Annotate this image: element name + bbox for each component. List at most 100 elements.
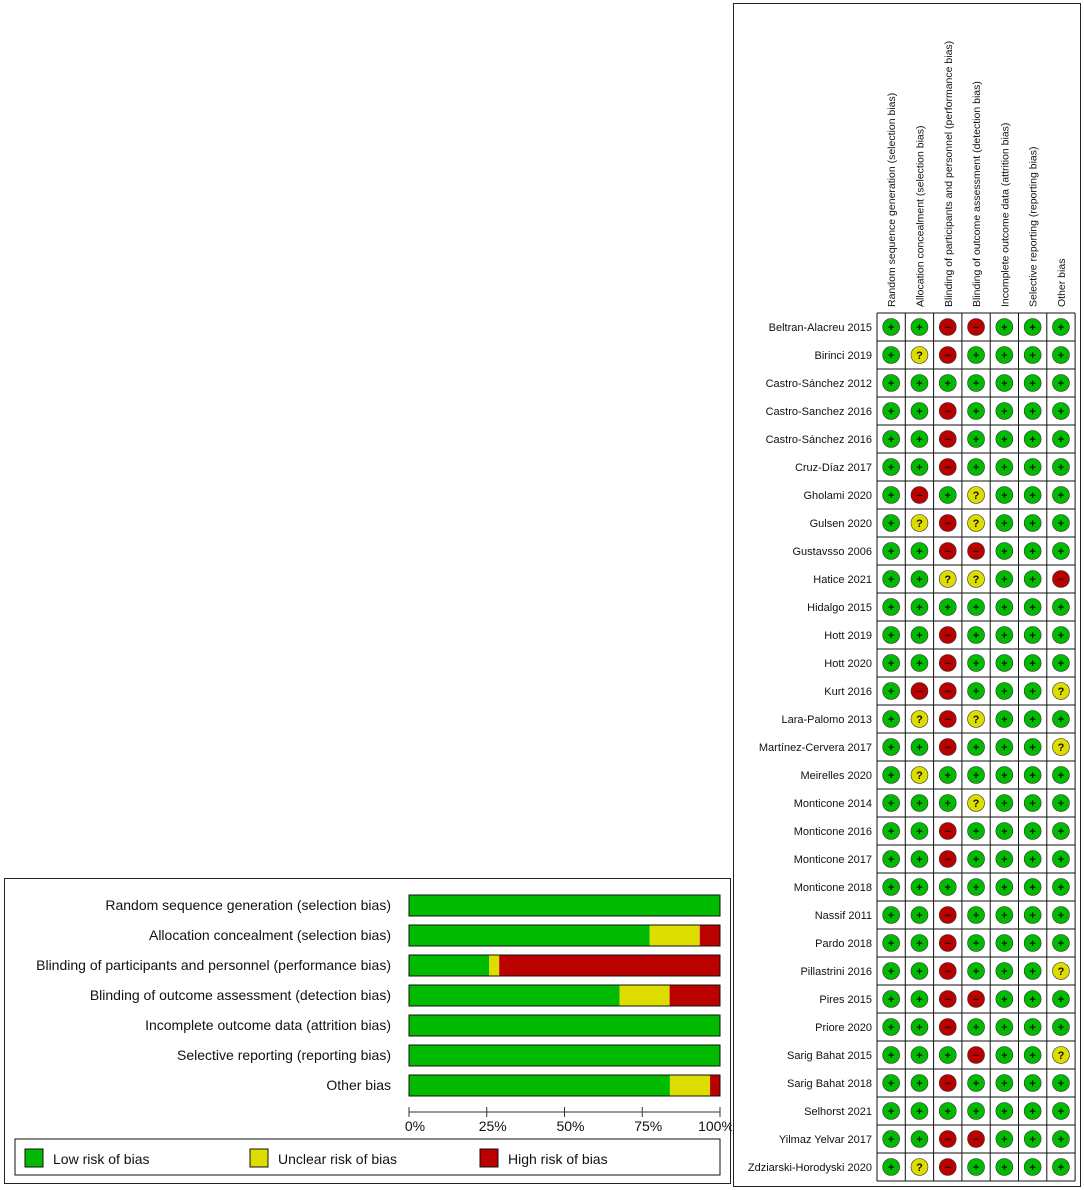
rating-dot — [938, 1074, 957, 1092]
rating-dot — [1052, 514, 1070, 532]
rating-symbol: − — [973, 1050, 979, 1062]
rating-symbol: + — [1058, 910, 1064, 922]
rating-dot — [910, 794, 929, 812]
bar-segment — [409, 1015, 720, 1036]
rating-dot — [882, 822, 900, 840]
rating-symbol: + — [1001, 770, 1007, 782]
rating-symbol: − — [945, 714, 951, 726]
rating-dot — [910, 626, 929, 644]
rating-dot — [995, 822, 1014, 840]
study-label: Monticone 2018 — [794, 882, 872, 894]
rating-symbol: + — [1058, 378, 1064, 390]
rating-dot — [967, 542, 985, 560]
study-label: Sarig Bahat 2018 — [787, 1078, 872, 1090]
rating-dot — [910, 682, 929, 700]
rating-dot — [995, 934, 1014, 952]
legend-label: Unclear risk of bias — [278, 1151, 397, 1167]
rating-symbol: + — [1001, 350, 1007, 362]
rating-dot — [967, 710, 985, 728]
rating-dot — [1023, 1074, 1042, 1092]
x-tick-label: 0% — [405, 1118, 425, 1134]
rating-dot — [1023, 906, 1042, 924]
rating-dot — [882, 1046, 900, 1064]
rating-symbol: ? — [1058, 742, 1065, 754]
rating-symbol: + — [973, 462, 979, 474]
rating-dot — [938, 598, 957, 616]
rating-symbol: − — [945, 966, 951, 978]
category-label: Selective reporting (reporting bias) — [177, 1047, 391, 1063]
rating-symbol: + — [1001, 1022, 1007, 1034]
rating-symbol: − — [945, 546, 951, 558]
rating-symbol: + — [973, 826, 979, 838]
rating-symbol: + — [1001, 1106, 1007, 1118]
rating-dot — [882, 794, 900, 812]
rating-dot — [995, 1046, 1014, 1064]
rating-symbol: + — [916, 322, 922, 334]
rating-dot — [938, 794, 957, 812]
rating-symbol: + — [1058, 462, 1064, 474]
rating-symbol: + — [888, 406, 894, 418]
rating-symbol: ? — [1058, 966, 1065, 978]
rating-dot — [967, 850, 985, 868]
rating-symbol: + — [945, 770, 951, 782]
rating-symbol: − — [945, 686, 951, 698]
study-label: Monticone 2014 — [794, 798, 872, 810]
rating-dot — [882, 1158, 900, 1176]
rating-symbol: − — [973, 994, 979, 1006]
rating-symbol: + — [1001, 490, 1007, 502]
category-label: Blinding of outcome assessment (detectio… — [90, 987, 391, 1003]
rating-dot — [995, 850, 1014, 868]
rating-symbol: + — [1058, 854, 1064, 866]
rating-symbol: + — [1058, 1106, 1064, 1118]
rating-symbol: + — [888, 658, 894, 670]
rating-dot — [967, 766, 985, 784]
category-label: Random sequence generation (selection bi… — [105, 897, 391, 913]
study-label: Yilmaz Yelvar 2017 — [779, 1134, 872, 1146]
study-label: Priore 2020 — [815, 1022, 872, 1034]
rating-dot — [967, 1074, 985, 1092]
study-label: Hatice 2021 — [813, 574, 872, 586]
rating-dot — [882, 654, 900, 672]
rating-dot — [1023, 710, 1042, 728]
rating-symbol: + — [888, 518, 894, 530]
rating-dot — [1052, 430, 1070, 448]
rating-dot — [995, 990, 1014, 1008]
rating-dot — [910, 654, 929, 672]
rating-symbol: + — [1058, 1078, 1064, 1090]
rating-dot — [882, 906, 900, 924]
rating-symbol: ? — [973, 798, 980, 810]
rating-dot — [967, 654, 985, 672]
rating-symbol: + — [888, 882, 894, 894]
rating-dot — [995, 514, 1014, 532]
study-label: Lara-Palomo 2013 — [781, 714, 872, 726]
rating-symbol: − — [945, 322, 951, 334]
rating-symbol: − — [945, 826, 951, 838]
rating-symbol: + — [1058, 490, 1064, 502]
rating-dot — [910, 1046, 929, 1064]
rating-symbol: + — [1029, 882, 1035, 894]
study-label: Hott 2019 — [824, 630, 872, 642]
rating-dot — [938, 934, 957, 952]
rating-symbol: + — [1001, 742, 1007, 754]
rating-symbol: + — [888, 322, 894, 334]
rating-dot — [1023, 934, 1042, 952]
rating-dot — [1052, 1130, 1070, 1148]
rating-dot — [967, 1046, 985, 1064]
rating-dot — [967, 934, 985, 952]
rating-dot — [995, 542, 1014, 560]
rating-dot — [1052, 318, 1070, 336]
rating-dot — [1052, 682, 1070, 700]
rating-symbol: + — [1058, 518, 1064, 530]
rating-dot — [1052, 738, 1070, 756]
rating-symbol: + — [973, 938, 979, 950]
rating-dot — [910, 318, 929, 336]
rating-dot — [1023, 346, 1042, 364]
rating-dot — [1023, 318, 1042, 336]
rating-symbol: + — [888, 1078, 894, 1090]
rating-dot — [1023, 990, 1042, 1008]
rating-dot — [938, 822, 957, 840]
rating-dot — [995, 1018, 1014, 1036]
rating-symbol: + — [1001, 546, 1007, 558]
rating-symbol: + — [1029, 714, 1035, 726]
rating-symbol: + — [1029, 350, 1035, 362]
